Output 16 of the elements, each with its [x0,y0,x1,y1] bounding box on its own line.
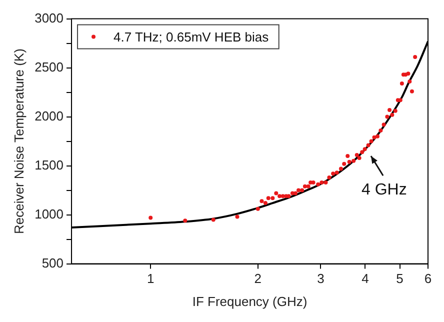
x-tick-label: 2 [254,271,262,286]
annotation: 4 GHz [361,182,407,199]
y-tick-label: 1500 [34,157,64,172]
x-tick-label: 3 [317,271,324,286]
y-tick-label: 2000 [34,108,64,124]
x-tick-label: 1 [146,271,154,286]
x-tick-label: 6 [424,271,432,286]
x-tick-label: 4 [362,271,369,286]
y-tick-label: 1000 [34,206,64,222]
x-axis-title: IF Frequency (GHz) [192,294,308,309]
legend-label: 4.7 THz; 0.65mV HEB bias [114,29,270,44]
y-axis-title: Receiver Noise Temperature (K) [11,48,26,234]
x-tick-label: 5 [396,271,404,286]
y-tick-label: 3000 [34,10,64,26]
y-tick-label: 2500 [34,59,64,74]
y-tick-label: 500 [42,255,64,270]
